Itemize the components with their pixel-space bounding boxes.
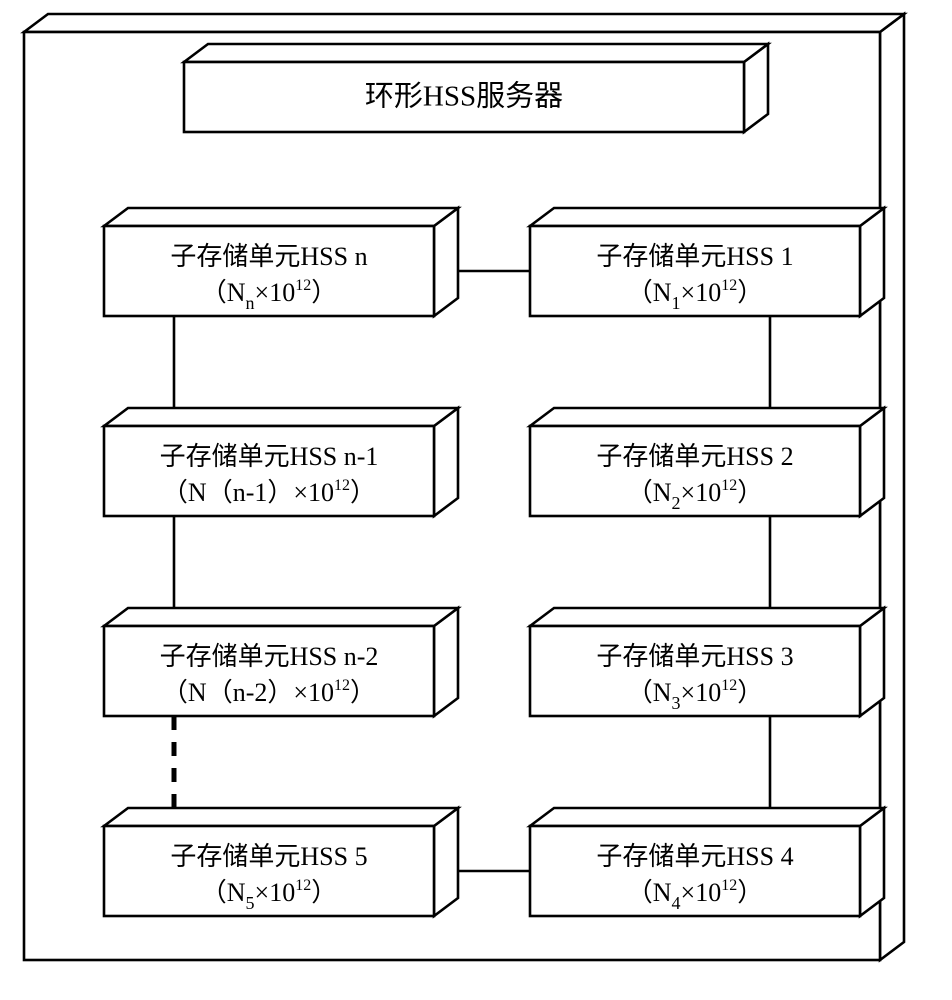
node-title: 子存储单元HSS 5 <box>170 842 367 871</box>
node-hss_nm2: 子存储单元HSS n-2（N（n-2）×1012） <box>104 608 458 716</box>
title-text: 环形HSS服务器 <box>365 80 563 113</box>
node-hss_nm1: 子存储单元HSS n-1（N（n-1）×1012） <box>104 408 458 516</box>
node-hss_5: 子存储单元HSS 5（N5×1012） <box>104 808 458 916</box>
node-hss_n: 子存储单元HSS n（Nn×1012） <box>104 208 458 316</box>
node-title: 子存储单元HSS 1 <box>596 242 793 271</box>
node-title: 子存储单元HSS 2 <box>596 442 793 471</box>
node-hss_4: 子存储单元HSS 4（N4×1012） <box>530 808 884 916</box>
node-title: 子存储单元HSS n-2 <box>160 642 379 671</box>
node-hss_2: 子存储单元HSS 2（N2×1012） <box>530 408 884 516</box>
node-title: 子存储单元HSS 4 <box>596 842 793 871</box>
node-title: 子存储单元HSS n-1 <box>160 442 379 471</box>
diagram-canvas: 环形HSS服务器子存储单元HSS n（Nn×1012） 子存储单元HSS n-1（… <box>0 0 952 1000</box>
node-title: 子存储单元HSS 3 <box>596 642 793 671</box>
title-box: 环形HSS服务器 <box>184 44 768 132</box>
node-title: 子存储单元HSS n <box>170 242 367 271</box>
node-hss_1: 子存储单元HSS 1（N1×1012） <box>530 208 884 316</box>
node-hss_3: 子存储单元HSS 3（N3×1012） <box>530 608 884 716</box>
